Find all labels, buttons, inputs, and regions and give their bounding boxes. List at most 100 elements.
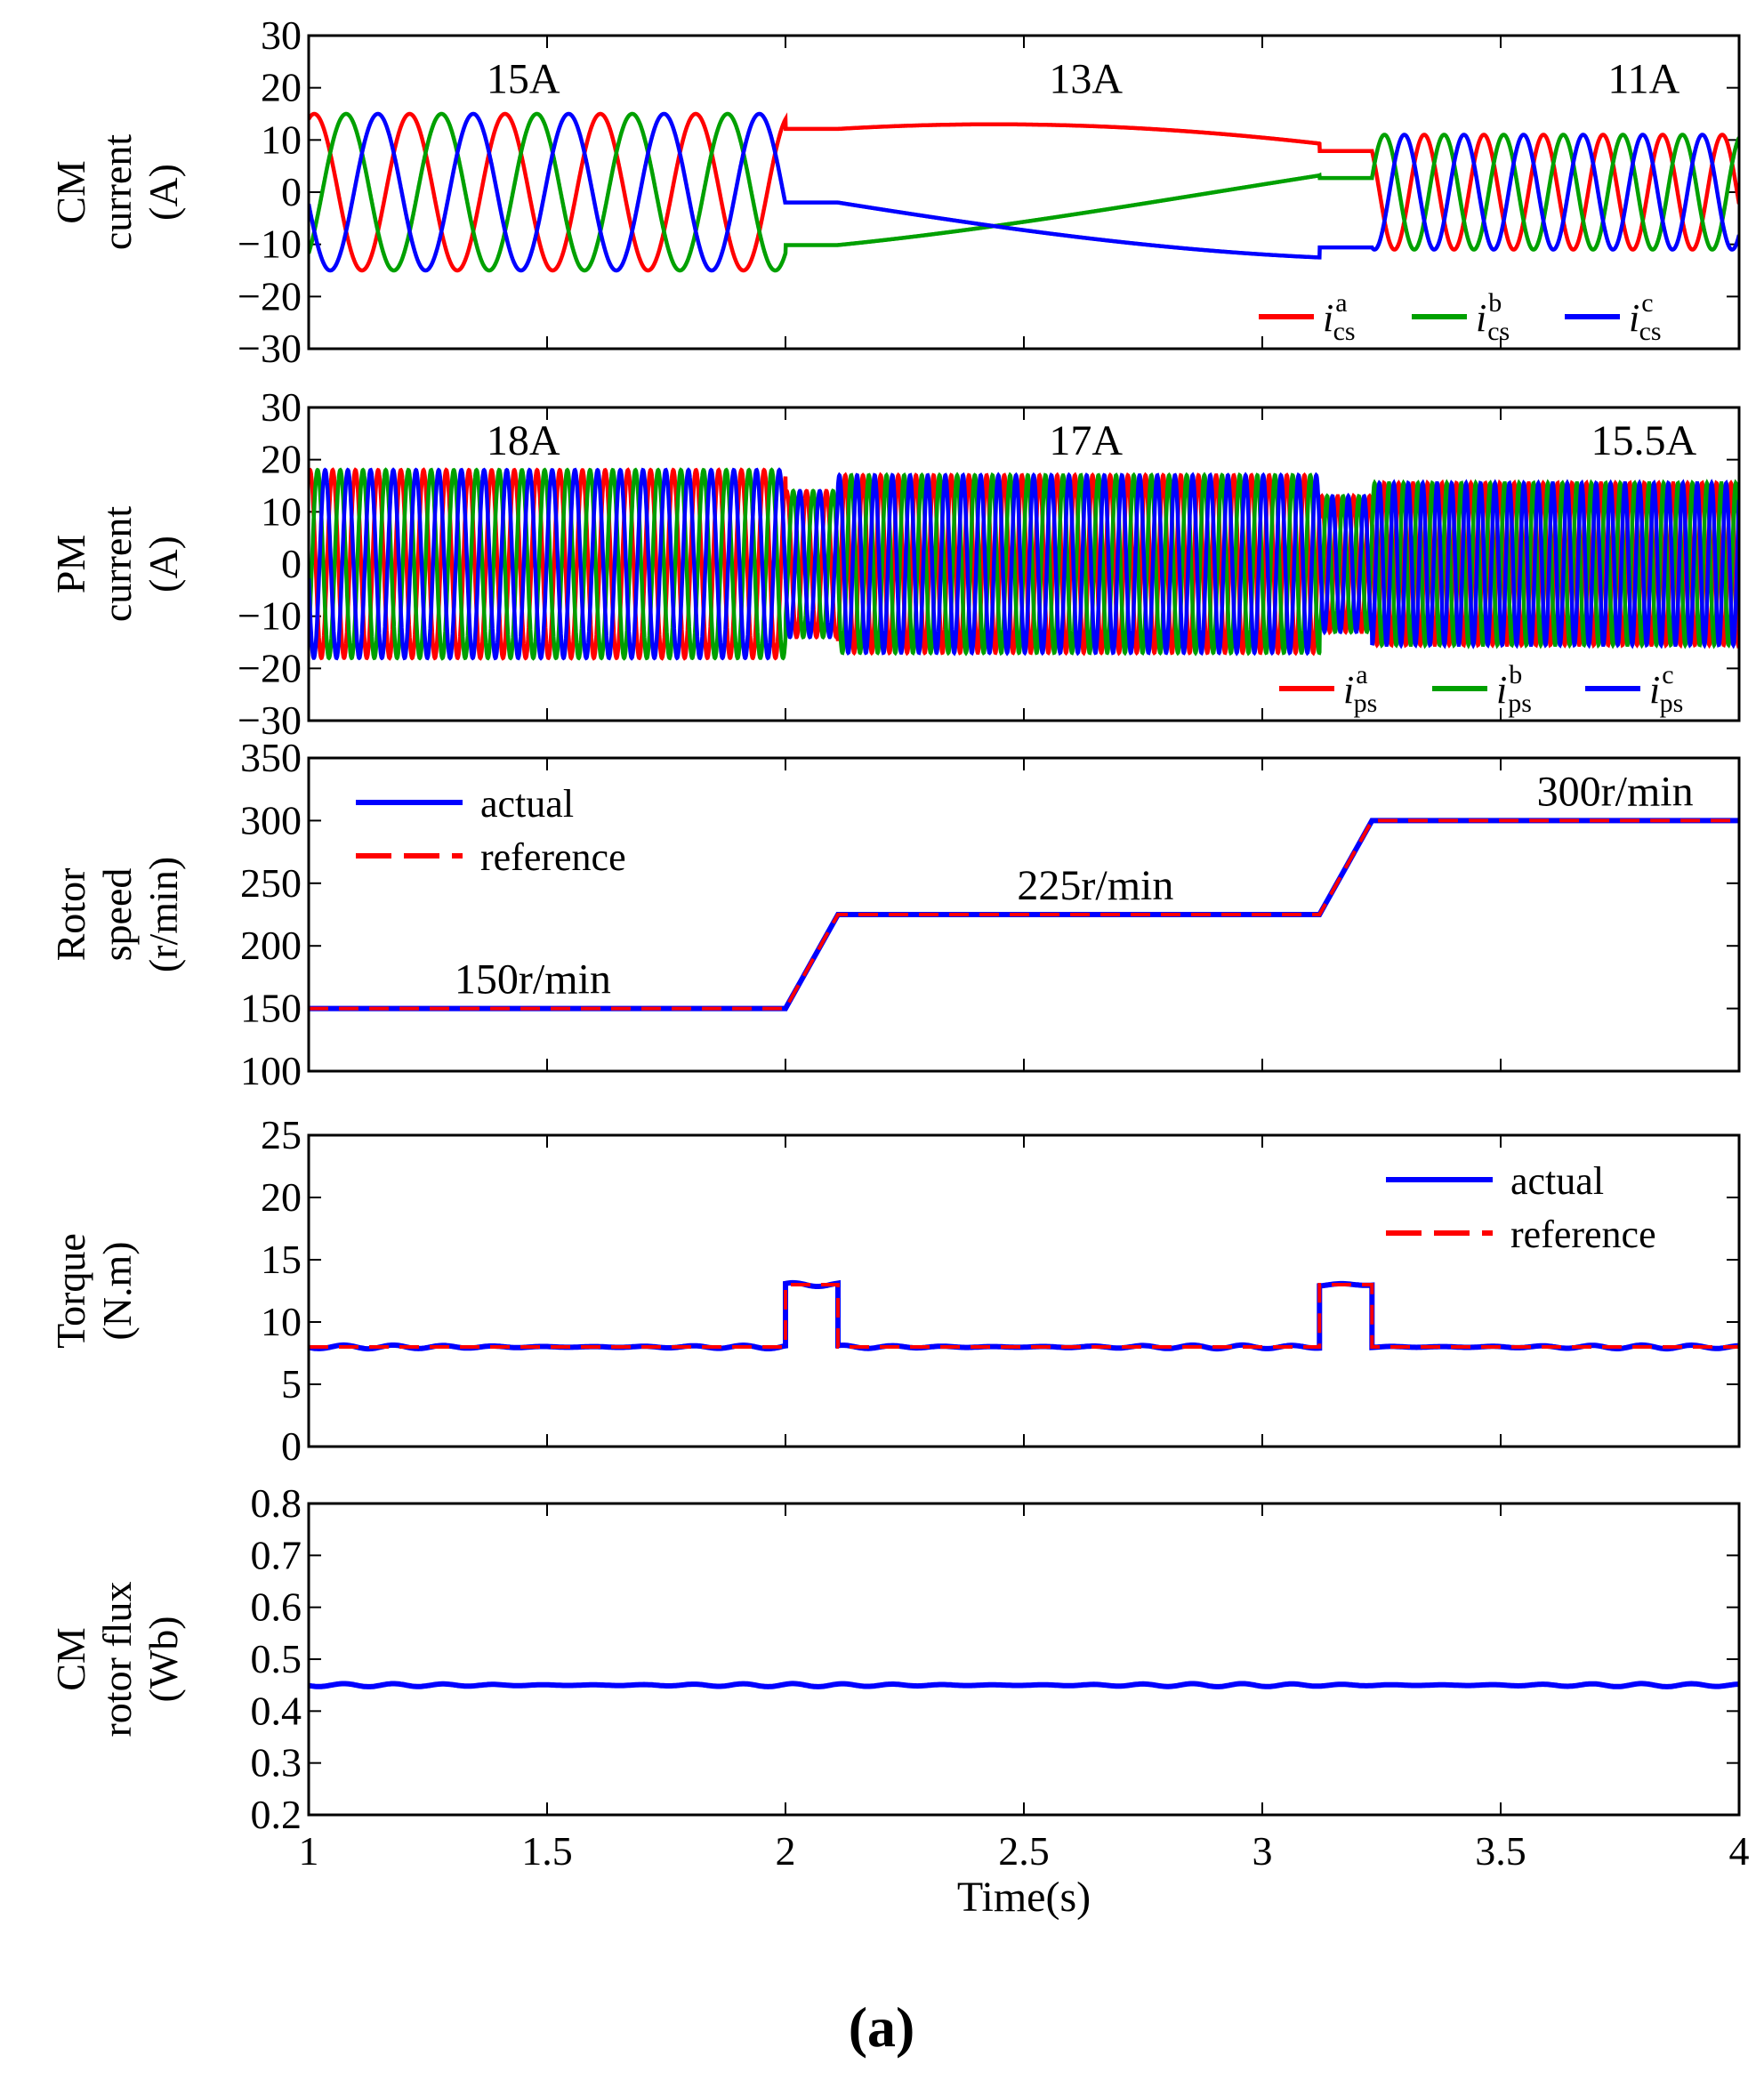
plot-area	[309, 111, 1739, 273]
y-tick-label: 5	[281, 1361, 302, 1407]
series-line-b	[309, 111, 1739, 273]
annotation-label: 300r/min	[1537, 769, 1694, 816]
y-tick-label: 0.4	[251, 1688, 302, 1733]
panel-cm_rotor_flux: 0.8 0.7 0.6 0.5 0.4 0.3 0.21 1.5 2 2.5 3 3.5 4 Time(s…	[48, 1480, 1750, 1921]
series-line-reference	[309, 818, 1739, 1011]
axes-frame	[307, 756, 1741, 1073]
x-tick-label: 2	[776, 1828, 796, 1874]
y-tick-label: 0.6	[251, 1584, 302, 1630]
y-tick-label: 250	[240, 860, 302, 906]
y-axis-label: (N.m)	[94, 1241, 140, 1340]
legend-superscript: b	[1488, 288, 1502, 318]
annotation-label: 225r/min	[1017, 862, 1173, 909]
panel-torque: 25 20 15 10 5 0 Torque (N.m) actual reference	[48, 1112, 1741, 1469]
annotation-label: 18A	[487, 417, 560, 464]
y-tick-label: 15	[261, 1237, 302, 1282]
y-tick-label: 0.3	[251, 1740, 302, 1786]
y-axis-label: CM	[48, 1627, 93, 1691]
legend-label: reference	[1510, 1213, 1656, 1256]
legend-symbol: i	[1323, 296, 1333, 340]
legend-symbol: i	[1476, 296, 1486, 340]
plot-area	[309, 1681, 1739, 1689]
annotation-label: 150r/min	[455, 956, 611, 1004]
y-axis-label: current	[94, 134, 140, 250]
y-tick-label: 20	[261, 437, 302, 482]
y-tick-label: −20	[238, 645, 302, 690]
series-line-flux	[309, 1681, 1739, 1689]
x-tick-label: 3	[1253, 1828, 1273, 1874]
axes-frame	[307, 1502, 1741, 1817]
legend-label: actual	[1510, 1159, 1604, 1203]
y-tick-label: −20	[238, 273, 302, 318]
annotation-label: 15A	[487, 56, 560, 103]
y-tick-label: 0.8	[251, 1480, 302, 1526]
y-tick-label: 20	[261, 1174, 302, 1220]
y-tick-label: 0.5	[251, 1636, 302, 1681]
y-tick-label: 0.7	[251, 1532, 302, 1577]
legend-label: ib cs	[1476, 288, 1510, 346]
legend-symbol: i	[1629, 296, 1639, 340]
legend-subscript: cs	[1639, 317, 1662, 346]
y-tick-label: 0	[281, 1423, 302, 1469]
y-axis-label: PM	[48, 535, 93, 593]
annotation-label: 13A	[1049, 56, 1123, 103]
legend-symbol: i	[1343, 668, 1354, 712]
plot-area	[309, 467, 1739, 661]
legend-superscript: b	[1509, 660, 1522, 689]
y-axis-label: speed	[94, 868, 140, 962]
x-tick-label: 3.5	[1475, 1828, 1526, 1874]
panel-rotor_speed: 350 300 250 200 150 100 Rotor speed (r/min) 150r/…	[48, 735, 1741, 1093]
y-tick-label: −10	[238, 222, 302, 267]
y-tick-label: 30	[261, 384, 302, 430]
y-tick-label: 10	[261, 117, 302, 162]
y-tick-label: 0	[281, 169, 302, 214]
plot-area	[309, 818, 1739, 1012]
x-tick-label: 2.5	[998, 1828, 1050, 1874]
x-tick-label: 4	[1729, 1828, 1750, 1874]
legend-superscript: c	[1641, 288, 1653, 318]
y-axis-label: (A)	[141, 164, 186, 221]
y-tick-label: 0.2	[251, 1792, 302, 1837]
y-axis-label: rotor flux	[94, 1581, 140, 1737]
axes-frame	[307, 1133, 1741, 1448]
legend-label: ia ps	[1343, 660, 1377, 718]
annotation-label: 11A	[1607, 56, 1679, 103]
y-axis-label: CM	[48, 160, 93, 224]
legend-subscript: ps	[1660, 689, 1684, 718]
axes-frame	[307, 406, 1741, 722]
legend-label: ic cs	[1629, 288, 1662, 346]
series-line-a	[309, 111, 1739, 273]
x-tick-label: 1.5	[521, 1828, 573, 1874]
y-tick-label: 10	[261, 1299, 302, 1344]
panel-pm_current: 30 20 10 0 −10 −20 −30 PM current (A) 18A 17A 15.5A i…	[48, 384, 1741, 743]
y-tick-label: 150	[240, 986, 302, 1031]
figure-caption: (a)	[849, 1995, 915, 2059]
series-line-c	[309, 111, 1739, 273]
annotation-label: 17A	[1049, 417, 1123, 464]
y-axis-label: (r/min)	[141, 857, 186, 972]
legend-superscript: c	[1662, 660, 1673, 689]
legend-label: ia cs	[1323, 288, 1356, 346]
legend-superscript: a	[1335, 288, 1347, 318]
legend-label: ib ps	[1496, 660, 1532, 718]
legend-symbol: i	[1496, 668, 1507, 712]
y-tick-label: 300	[240, 797, 302, 842]
y-tick-label: 20	[261, 65, 302, 110]
y-tick-label: 25	[261, 1112, 302, 1157]
y-axis-label: current	[94, 506, 140, 622]
y-tick-label: 200	[240, 923, 302, 968]
legend-symbol: i	[1649, 668, 1660, 712]
legend-label: actual	[480, 782, 574, 826]
plot-area	[309, 1279, 1739, 1352]
series-line-c	[309, 467, 1739, 661]
legend-subscript: ps	[1508, 689, 1532, 718]
legend-subscript: ps	[1354, 689, 1378, 718]
y-tick-label: 0	[281, 541, 302, 586]
axes-frame	[307, 34, 1741, 351]
legend-superscript: a	[1356, 660, 1367, 689]
y-tick-label: 350	[240, 735, 302, 780]
y-tick-label: −30	[238, 697, 302, 743]
y-axis-label: Torque	[48, 1233, 93, 1349]
